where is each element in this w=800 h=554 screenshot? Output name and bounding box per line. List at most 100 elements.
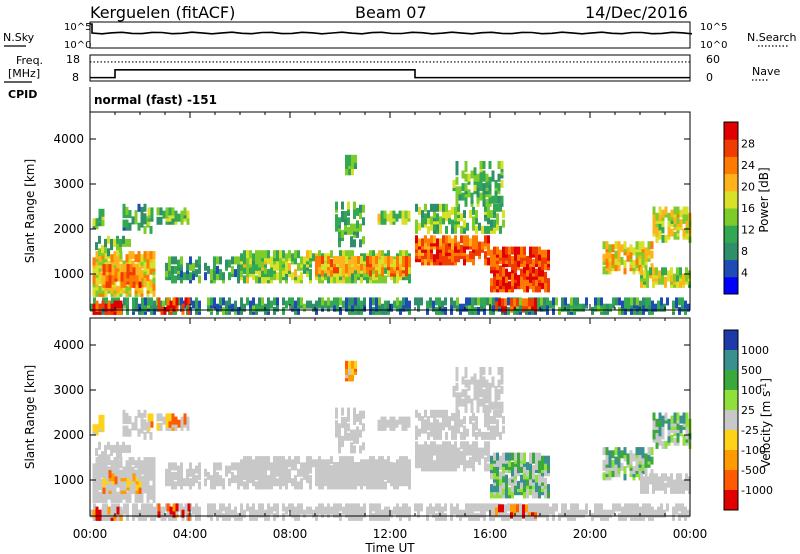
velocity-cell-613 — [137, 466, 141, 475]
power-cell-1408 — [415, 235, 418, 244]
velocity-cell-209 — [375, 503, 378, 512]
velocity-cell-1314 — [405, 474, 408, 483]
power-cell-2092 — [664, 206, 668, 215]
power-cell-1018 — [297, 262, 300, 271]
power-cell-348 — [567, 303, 570, 312]
velocity-cell-738 — [95, 424, 99, 433]
power-cell-832 — [186, 272, 189, 281]
power-cell-2103 — [670, 209, 674, 218]
velocity-cell-1517 — [472, 441, 475, 450]
power-cell-1719 — [497, 161, 501, 169]
power-cell-627 — [143, 276, 147, 285]
power-cell-1887 — [541, 256, 544, 264]
velocity-cell-858 — [213, 468, 216, 477]
power-cell-247 — [435, 297, 438, 306]
power-cell-363 — [591, 306, 594, 315]
velocity-cell-176 — [339, 512, 342, 521]
velocity-cell-718 — [104, 451, 107, 460]
power-cell-358 — [576, 297, 579, 306]
noise-right-tick-top: 10^5 — [700, 22, 727, 33]
power-cell-1483 — [454, 254, 457, 263]
velocity-cell-1895 — [544, 455, 547, 464]
power-cell-2019 — [643, 270, 646, 279]
power-cell-1449 — [436, 247, 439, 256]
velocity-cell-162 — [318, 503, 321, 512]
power-cell-1322 — [335, 220, 338, 229]
velocity-cell-1853 — [529, 452, 532, 461]
power-cell-1676 — [476, 179, 480, 188]
velocity-cell-1077 — [330, 456, 333, 465]
velocity-cell-648 — [149, 466, 153, 475]
power-cell-1538 — [415, 203, 418, 212]
power-cell-713 — [95, 242, 98, 251]
velocity-cell-1820 — [520, 480, 523, 489]
power-cell-1806 — [514, 259, 517, 268]
power-cell-1390 — [389, 210, 393, 219]
power-cell-990 — [282, 269, 285, 278]
power-cell-1847 — [529, 271, 532, 280]
velocity-cell-94 — [216, 509, 219, 518]
power-cell-1636 — [502, 210, 505, 219]
power-cell-1385 — [380, 210, 384, 219]
velocity-cell-971 — [273, 478, 276, 487]
freq-label-2: [MHz] — [8, 67, 40, 80]
velocity-cell-1239 — [333, 471, 336, 480]
velocity-cell-724 — [113, 444, 116, 453]
power-colorbar-segment-1 — [724, 259, 738, 278]
velocity-cell-1345 — [347, 407, 350, 416]
velocity-cell-1633 — [499, 431, 502, 440]
power-x-ticks — [89, 112, 691, 310]
velocity-cell-1827 — [523, 490, 526, 499]
velocity-cell-799 — [180, 416, 184, 425]
power-cell-979 — [276, 259, 279, 268]
power-cell-815 — [171, 265, 174, 274]
power-cell-563 — [119, 251, 123, 260]
velocity-cell-193 — [357, 512, 360, 521]
power-cell-1463 — [445, 257, 448, 266]
velocity-cell-726 — [116, 448, 119, 457]
velocity-cell-2006 — [647, 453, 651, 462]
power-cell-405 — [645, 297, 648, 306]
power-cell-1644 — [455, 167, 459, 176]
velocity-cell-1938 — [608, 469, 612, 478]
velocity-cell-1778 — [505, 487, 508, 496]
power-cell-714 — [98, 248, 101, 257]
velocity-cell-1461 — [442, 447, 445, 456]
power-cell-276 — [474, 297, 477, 306]
power-cell-938 — [255, 262, 258, 271]
velocity-cell-1481 — [451, 444, 454, 453]
velocity-cell-409 — [648, 503, 651, 512]
power-cell-2051 — [676, 273, 679, 282]
velocity-cell-470 — [116, 506, 120, 515]
velocity-cell-815 — [171, 471, 174, 480]
velocity-cell-149 — [294, 506, 297, 515]
velocity-cell-1682 — [479, 376, 483, 385]
velocity-cell-250 — [438, 503, 441, 512]
velocity-cell-1078 — [333, 481, 336, 490]
power-cell-2087 — [661, 219, 665, 228]
velocity-cell-1607 — [475, 416, 478, 425]
velocity-cell-332 — [543, 503, 546, 512]
velocity-cell-1644 — [455, 373, 459, 382]
velocity-cell-1761 — [499, 471, 502, 480]
power-cell-678 — [111, 267, 115, 276]
velocity-cell-1601 — [469, 416, 472, 425]
velocity-cell-359 — [579, 509, 582, 518]
velocity-cell-174 — [336, 509, 339, 518]
velocity-cell-1631 — [496, 419, 499, 428]
velocity-cell-262 — [456, 503, 459, 512]
velocity-colorbar-segment-7 — [724, 470, 738, 491]
power-cell-1227 — [321, 262, 324, 271]
velocity-cell-116 — [249, 512, 252, 521]
power-cell-346 — [564, 297, 567, 306]
power-cell-384 — [624, 306, 627, 315]
velocity-cell-2121 — [679, 415, 683, 424]
velocity-cell-437 — [166, 509, 170, 518]
velocity-cell-837 — [189, 468, 192, 477]
power-cell-1920 — [528, 298, 531, 307]
velocity-cell-875 — [231, 462, 234, 471]
velocity-cell-2039 — [664, 482, 667, 491]
velocity-cell-1578 — [448, 422, 451, 431]
velocity-cell-1913 — [513, 504, 516, 513]
power-cell-1556 — [433, 222, 436, 231]
